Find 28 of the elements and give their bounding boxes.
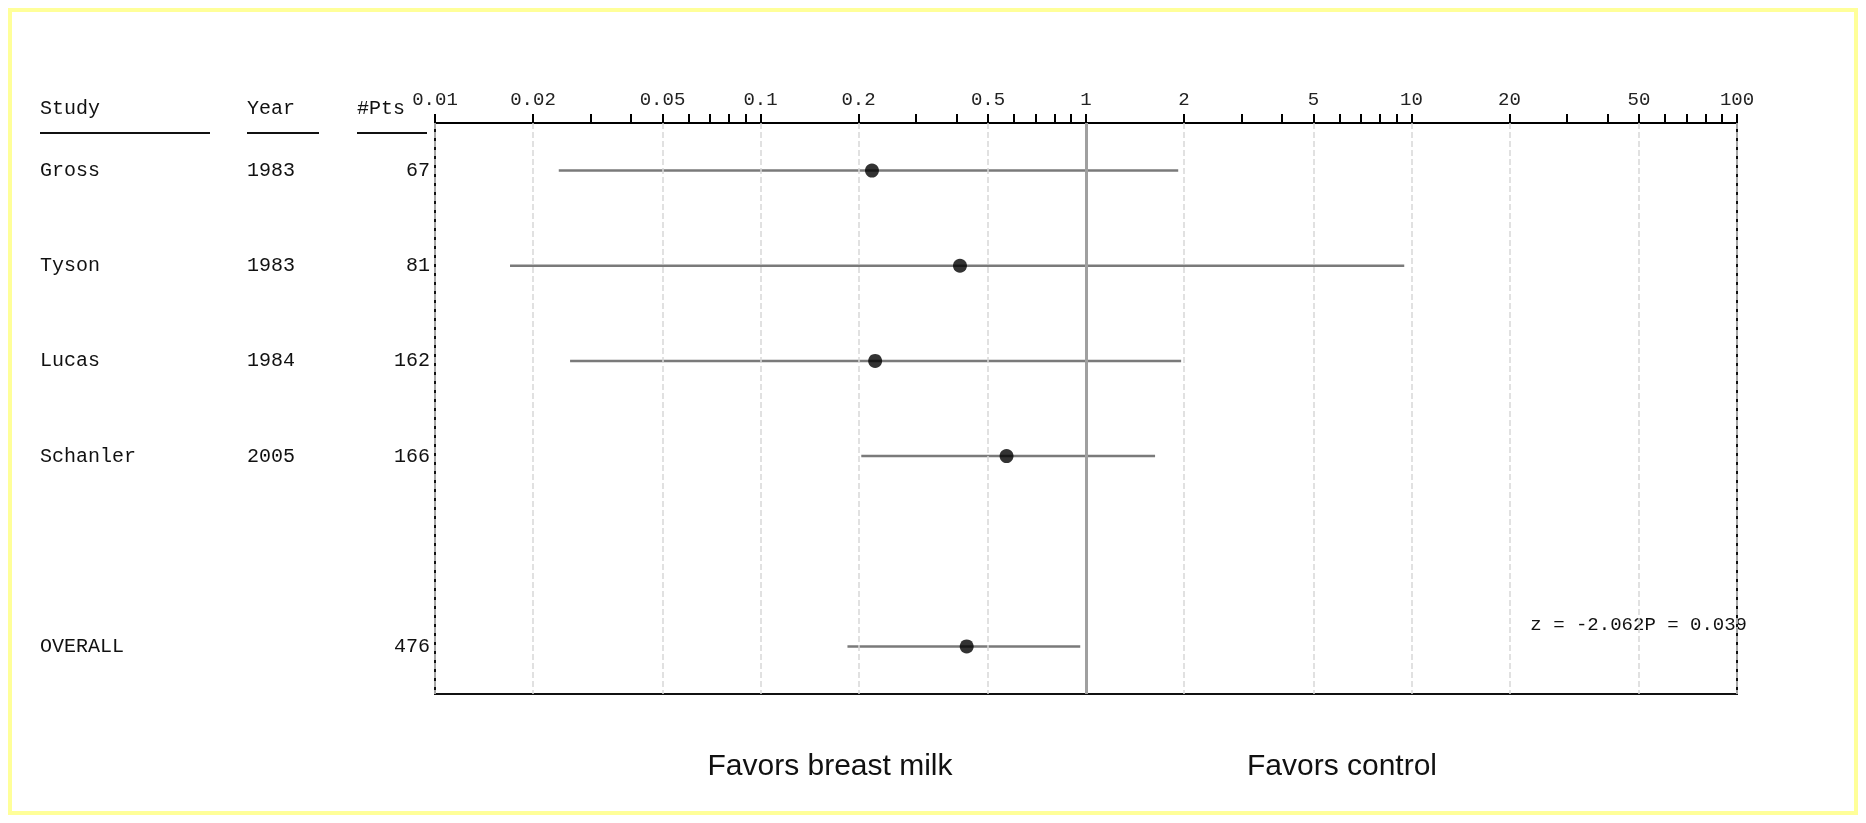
x-tick-label: 2 bbox=[1178, 88, 1190, 111]
x-tick-label: 20 bbox=[1498, 88, 1521, 111]
x-tick-label: 100 bbox=[1719, 88, 1755, 111]
point bbox=[952, 258, 967, 273]
category-label: Schanler 2005 166 bbox=[40, 444, 430, 468]
x-tick-label: 50 bbox=[1627, 88, 1651, 111]
x-tick-label: 0.1 bbox=[743, 88, 778, 111]
category-label: Lucas 1984 162 bbox=[40, 349, 430, 373]
category-label: OVERALL 476 bbox=[40, 634, 430, 658]
category-label: Tyson 1983 81 bbox=[40, 254, 430, 278]
point bbox=[959, 639, 974, 654]
x-tick-label: 0.2 bbox=[841, 88, 876, 111]
point bbox=[864, 163, 879, 178]
text: Favors breast milk bbox=[707, 747, 954, 781]
text: Year bbox=[247, 96, 296, 120]
x-tick-label: 10 bbox=[1400, 88, 1423, 111]
annotation: z = -2.062P = 0.039 bbox=[1530, 614, 1747, 636]
x-tick-label: 1 bbox=[1080, 88, 1092, 111]
x-tick-label: 0.05 bbox=[639, 88, 686, 111]
x-tick-label: 0.5 bbox=[970, 88, 1006, 111]
text: Favors control bbox=[1246, 747, 1438, 781]
x-tick-label: 0.01 bbox=[412, 88, 458, 111]
x-tick-label: 0.02 bbox=[510, 88, 556, 111]
text: #Pts bbox=[357, 96, 406, 120]
text: Study bbox=[40, 96, 101, 120]
category-label: Gross 1983 67 bbox=[40, 159, 430, 183]
point bbox=[868, 353, 883, 368]
x-tick-label: 5 bbox=[1307, 88, 1320, 111]
